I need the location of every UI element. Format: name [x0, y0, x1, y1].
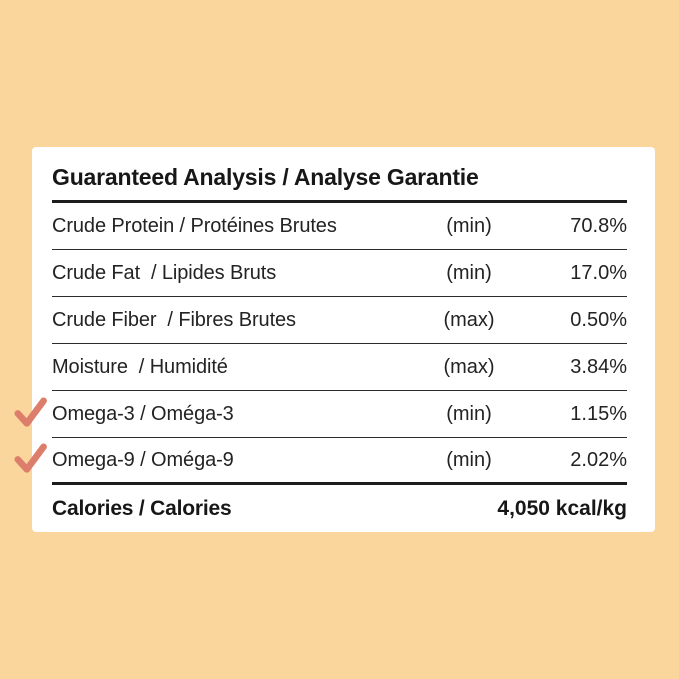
table-row-crude-fiber: Crude Fiber / Fibres Brutes (max) 0.50%: [52, 297, 627, 344]
row-limit: (min): [446, 214, 492, 237]
row-value: 2.02%: [570, 448, 627, 471]
checkmark-icon: [13, 396, 49, 429]
row-value: 1.15%: [570, 402, 627, 425]
table-row-moisture: Moisture / Humidité (max) 3.84%: [52, 344, 627, 391]
row-value: 3.84%: [570, 355, 627, 378]
calories-value: 4,050 kcal/kg: [497, 496, 627, 520]
guaranteed-analysis-card: Guaranteed Analysis / Analyse Garantie C…: [14, 147, 655, 532]
page-title: Guaranteed Analysis / Analyse Garantie: [52, 164, 479, 190]
row-label: Omega-9 / Oméga-9: [52, 448, 234, 471]
row-limit: (min): [446, 402, 492, 425]
table-row-calories: Calories / Calories 4,050 kcal/kg: [52, 485, 627, 532]
title-block: Guaranteed Analysis / Analyse Garantie: [52, 147, 627, 203]
table-row-omega-3: Omega-3 / Oméga-3 (min) 1.15%: [14, 391, 627, 438]
row-limit: (max): [443, 308, 495, 331]
table-row-omega-9: Omega-9 / Oméga-9 (min) 2.02%: [14, 438, 627, 485]
row-value: 0.50%: [570, 308, 627, 331]
row-limit: (min): [446, 261, 492, 284]
checkmark-icon: [13, 442, 49, 475]
row-label: Omega-3 / Oméga-3: [52, 402, 234, 425]
row-value: 17.0%: [570, 261, 627, 284]
row-value: 70.8%: [570, 214, 627, 237]
table-row-crude-protein: Crude Protein / Protéines Brutes (min) 7…: [52, 203, 627, 250]
calories-label: Calories / Calories: [52, 496, 232, 520]
row-label: Crude Protein / Protéines Brutes: [52, 214, 337, 237]
table-row-crude-fat: Crude Fat / Lipides Bruts (min) 17.0%: [52, 250, 627, 297]
row-label: Crude Fiber / Fibres Brutes: [52, 308, 296, 331]
row-limit: (max): [443, 355, 495, 378]
row-label: Crude Fat / Lipides Bruts: [52, 261, 277, 284]
row-limit: (min): [446, 448, 492, 471]
row-label: Moisture / Humidité: [52, 355, 228, 378]
